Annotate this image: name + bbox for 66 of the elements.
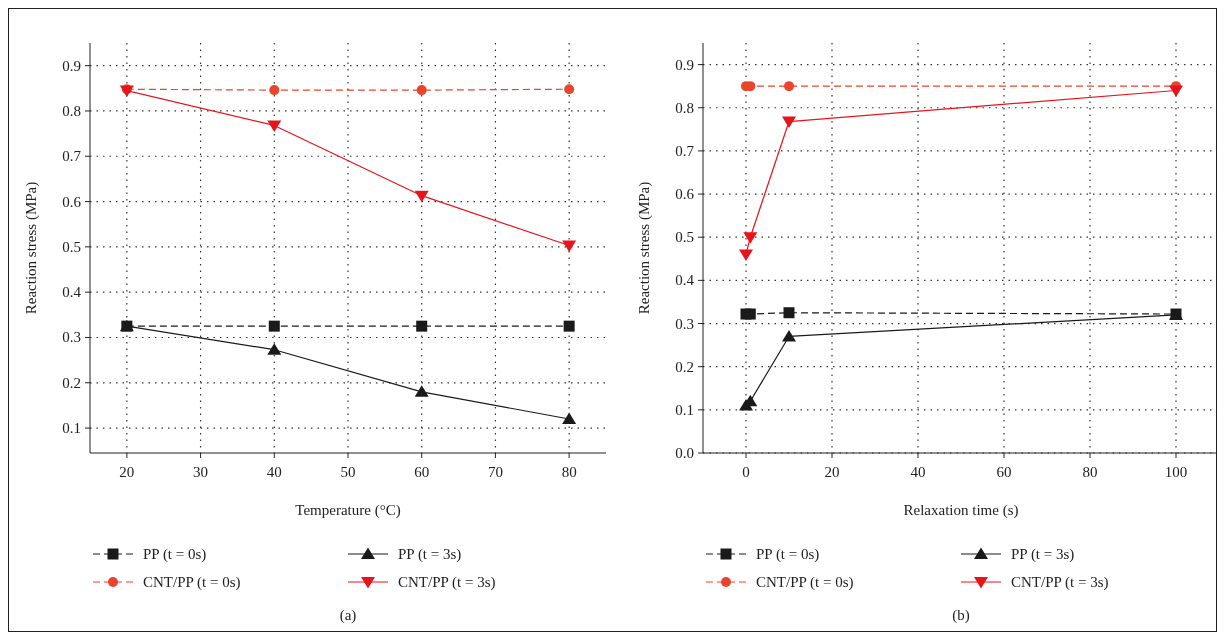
x-tick-label: 20: [119, 464, 135, 480]
y-axis-title: Reaction stress (MPa): [636, 181, 653, 315]
point: [739, 249, 753, 261]
x-tick-label: 30: [193, 464, 209, 480]
x-axis-title: Relaxation time (s): [903, 502, 1019, 519]
legend-label: PP (t = 0s): [756, 546, 820, 563]
y-tick-label: 0.4: [62, 284, 82, 301]
y-tick-label: 0.0: [675, 445, 694, 461]
legend-label: CNT/PP (t = 0s): [143, 574, 241, 591]
y-axis-title: Reaction stress (MPa): [23, 181, 40, 315]
point: [563, 320, 575, 332]
x-tick-label: 80: [561, 464, 577, 480]
legend-label: PP (t = 0s): [143, 546, 207, 563]
point: [416, 85, 427, 96]
y-tick-label: 0.5: [675, 229, 694, 246]
text: (b): [952, 607, 970, 624]
point: [268, 320, 280, 332]
x-axis-title: Temperature (°C): [295, 502, 401, 519]
y-tick-label: 0.9: [675, 56, 694, 73]
point: [267, 343, 282, 355]
y-tick-label: 0.2: [62, 374, 81, 391]
legend-label: CNT/PP (t = 0s): [756, 574, 854, 591]
legend-label: PP (t = 3s): [398, 546, 462, 563]
y-tick-label: 0.4: [675, 272, 695, 289]
x-tick-label: 40: [910, 464, 926, 480]
point: [782, 329, 796, 342]
point: [414, 385, 429, 397]
y-tick-label: 0.1: [62, 420, 81, 437]
point: [783, 307, 795, 319]
y-tick-label: 0.7: [675, 142, 695, 159]
x-tick-label: 0: [742, 464, 750, 480]
x-tick-label: 60: [996, 464, 1012, 480]
point: [743, 232, 758, 244]
x-tick-label: 100: [1164, 464, 1188, 480]
x-tick-label: 70: [487, 464, 503, 480]
x-tick-label: 40: [266, 464, 282, 480]
y-tick-label: 0.8: [675, 99, 694, 116]
x-tick-label: 20: [824, 464, 840, 480]
y-tick-label: 0.3: [62, 329, 81, 346]
x-tick-label: 50: [340, 464, 356, 480]
y-tick-label: 0.6: [675, 186, 695, 203]
point: [562, 240, 577, 253]
y-tick-label: 0.6: [62, 193, 82, 210]
point: [562, 412, 577, 425]
point: [744, 308, 756, 320]
y-tick-label: 0.2: [675, 358, 694, 375]
legend-label: CNT/PP (t = 3s): [398, 574, 496, 591]
legend-label: CNT/PP (t = 3s): [1011, 574, 1109, 591]
point: [784, 81, 794, 92]
point: [416, 320, 428, 332]
x-tick-label: 60: [414, 464, 430, 480]
point: [414, 190, 429, 203]
point: [267, 120, 282, 132]
y-tick-label: 0.7: [62, 148, 82, 165]
legend-label: PP (t = 3s): [1011, 546, 1075, 563]
point: [269, 85, 280, 96]
y-tick-label: 0.9: [62, 57, 81, 74]
y-tick-label: 0.3: [675, 315, 694, 332]
y-tick-label: 0.5: [62, 238, 81, 255]
point: [782, 116, 796, 129]
text: (a): [339, 607, 357, 624]
x-tick-label: 80: [1082, 464, 1098, 480]
y-tick-label: 0.8: [62, 102, 81, 119]
point: [564, 84, 575, 95]
point: [1169, 85, 1183, 97]
y-tick-label: 0.1: [675, 401, 694, 418]
